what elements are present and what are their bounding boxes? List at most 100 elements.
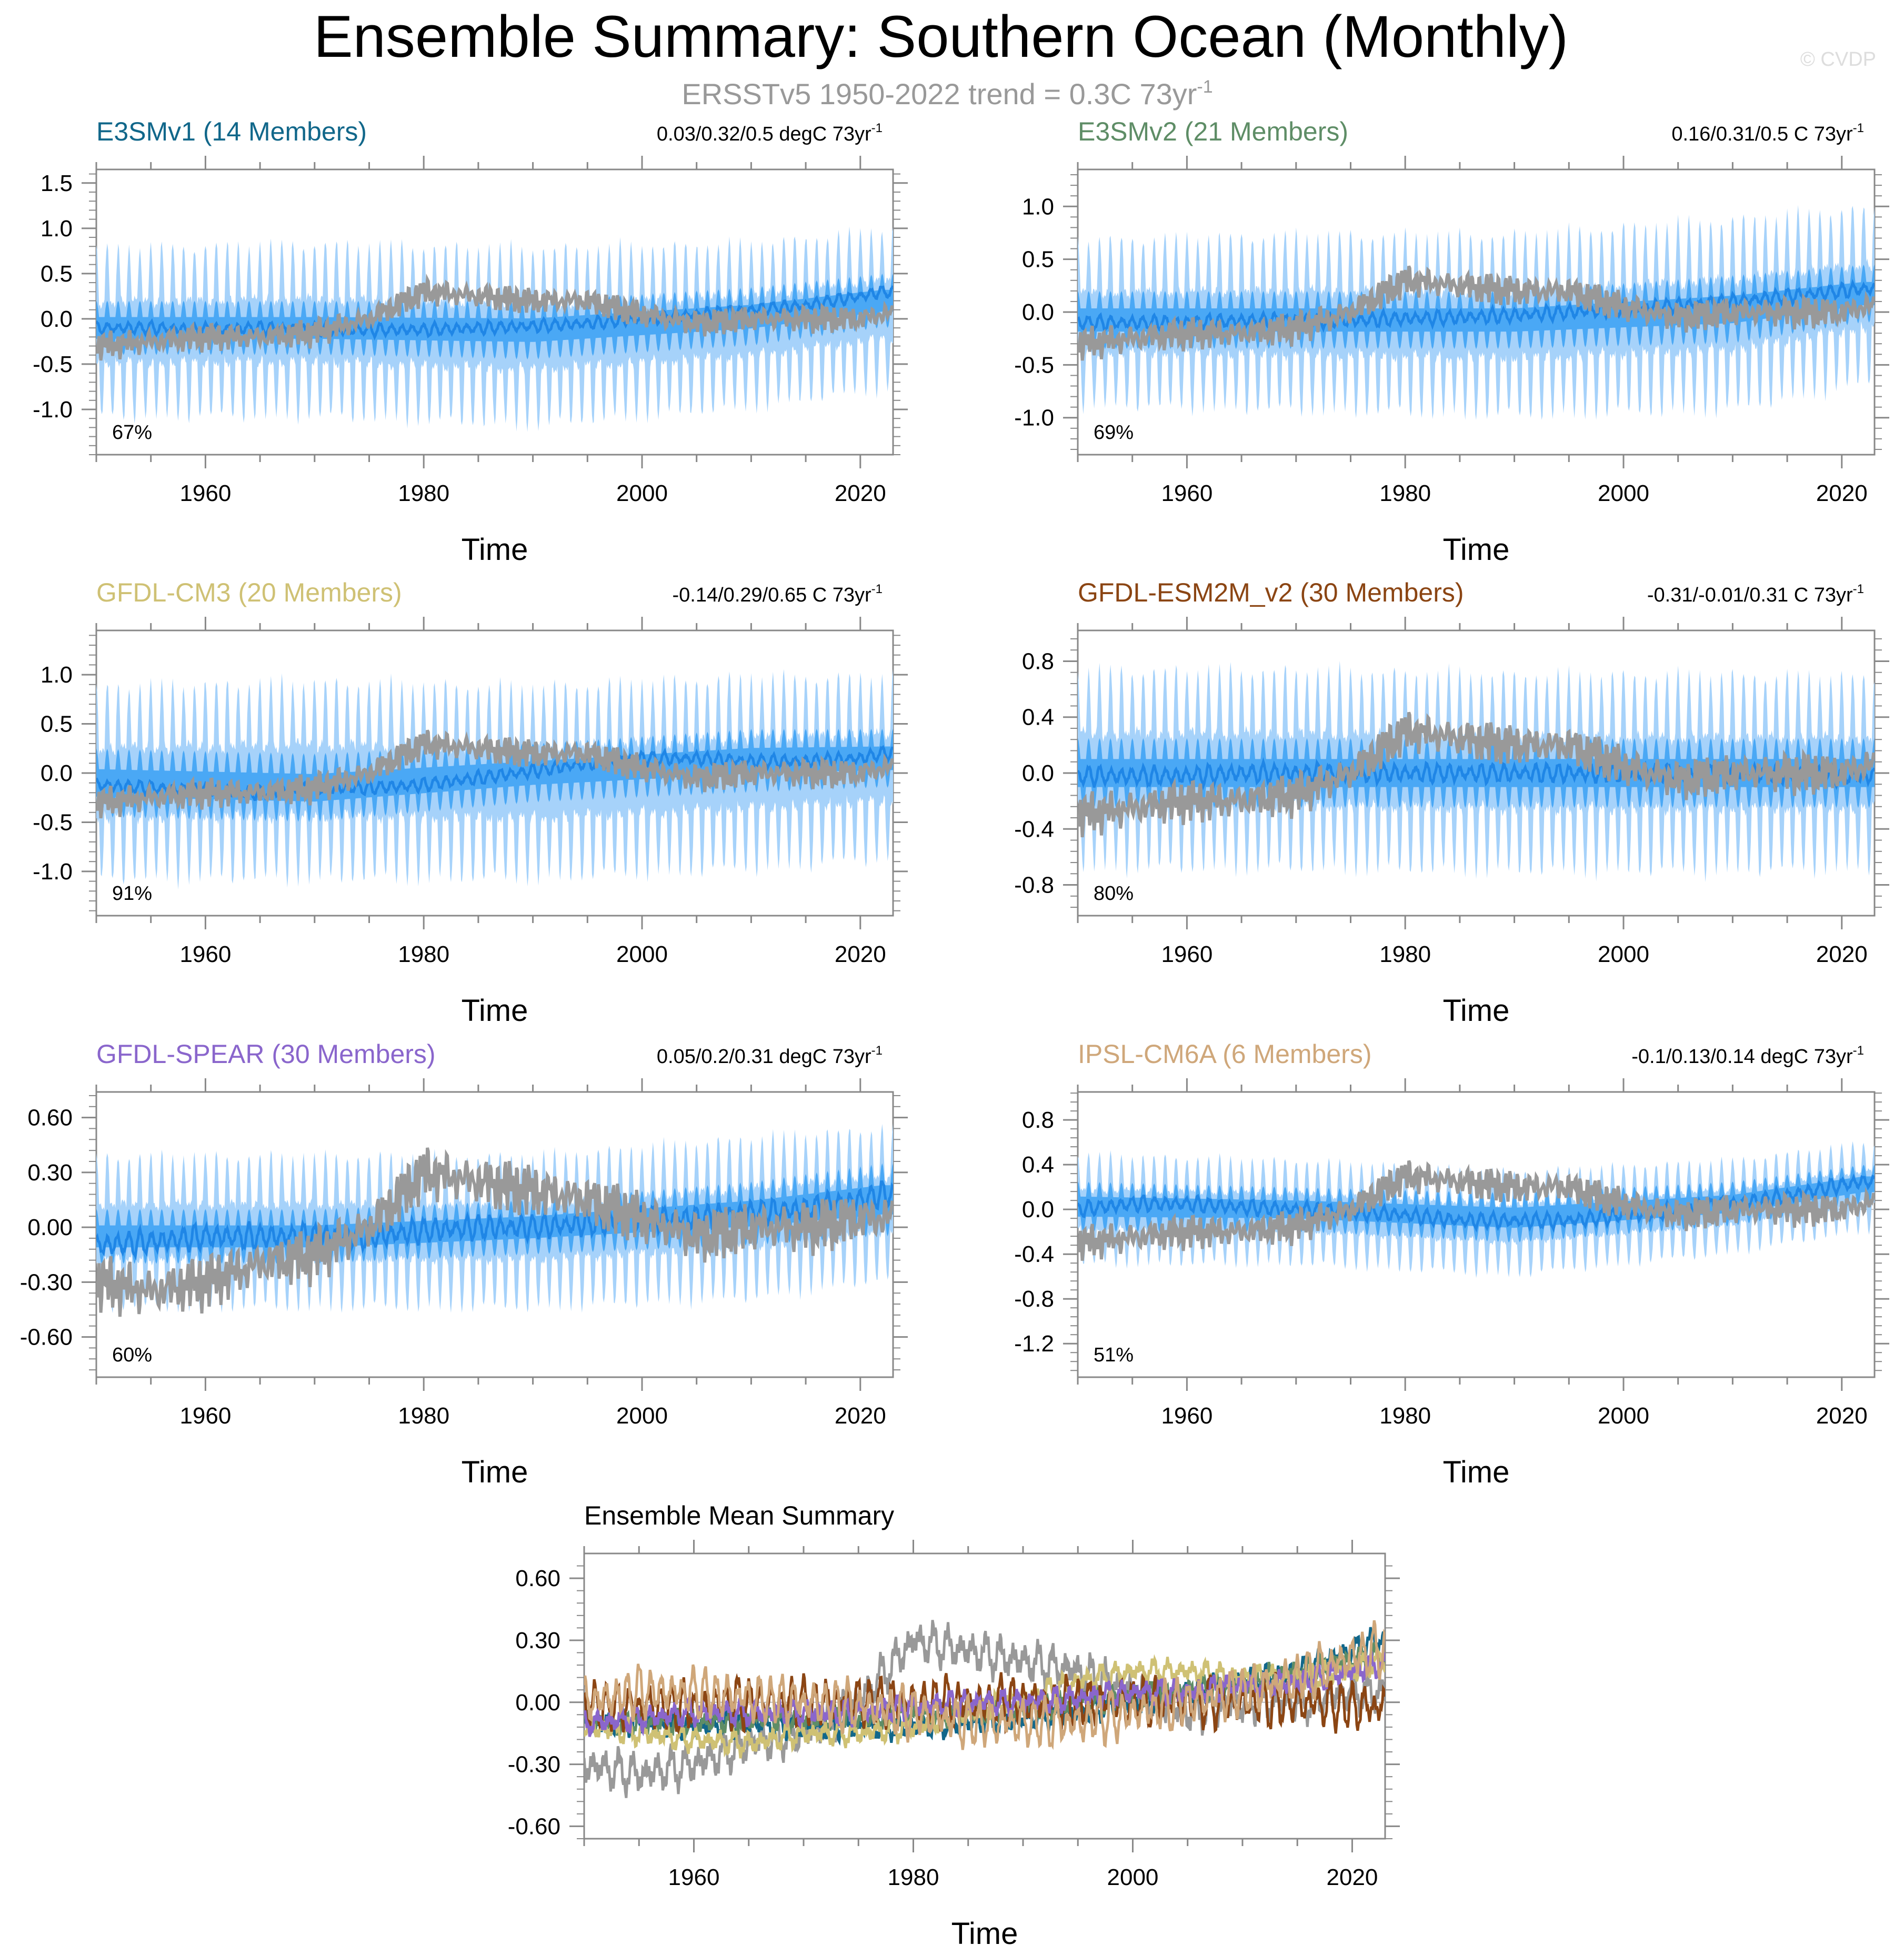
x-axis-label: Time <box>1443 1455 1510 1489</box>
chart-panel-4: 1960 1980 2000 2020 -0.8 -0.4 0.0 0.4 0.8 Time GFD… <box>1014 578 1889 1028</box>
chart-panel-3: 1960 1980 2000 2020 -1.0 -0.5 0.0 0.5 1.0 Time GFD… <box>33 578 908 1028</box>
y-tick-label: -1.2 <box>1014 1331 1054 1357</box>
y-tick-label: 0.4 <box>1022 705 1054 730</box>
watermark: © CVDP <box>1800 48 1876 71</box>
chart-title: GFDL-CM3 (20 Members) <box>96 578 402 607</box>
x-tick-label: 1980 <box>1379 1403 1431 1429</box>
subtitle-text: ERSSTv5 1950-2022 trend = 0.3C 73yr <box>682 77 1197 111</box>
y-tick-label: 0.0 <box>1022 299 1054 325</box>
chart-title: IPSL-CM6A (6 Members) <box>1078 1039 1371 1069</box>
trend-superscript: -1 <box>1853 1044 1864 1058</box>
y-tick-label: 0.8 <box>1022 1107 1054 1133</box>
y-tick-label: 1.0 <box>41 216 73 242</box>
x-tick-label: 1980 <box>888 1864 939 1890</box>
x-tick-label: 1960 <box>1161 480 1212 506</box>
x-tick-label: 1960 <box>179 1403 231 1429</box>
figure-title: Ensemble Summary: Southern Ocean (Monthl… <box>314 4 1568 69</box>
y-tick-label: 0.4 <box>1022 1152 1054 1178</box>
series-line-ersstv5 <box>584 1620 1385 1798</box>
chart-panel-5: 1960 1980 2000 2020 -0.60 -0.30 0.00 0.30 0.60 Ti… <box>20 1039 908 1489</box>
x-tick-label: 1980 <box>1379 480 1431 506</box>
percent-label: 69% <box>1094 422 1134 444</box>
trend-annotation: 0.16/0.31/0.5 C 73yr-1 <box>1671 121 1864 145</box>
y-tick-label: -0.60 <box>20 1325 73 1350</box>
x-tick-label: 2000 <box>1107 1864 1159 1890</box>
percent-label: 67% <box>112 422 152 444</box>
series-line-ensemble-mean <box>96 285 893 341</box>
plot-content <box>584 1620 1385 1798</box>
y-tick-label: -0.8 <box>1014 873 1054 898</box>
series-line-ensemble-mean <box>1078 278 1875 333</box>
y-tick-label: 0.0 <box>41 306 73 332</box>
y-tick-label: 0.5 <box>41 711 73 737</box>
x-tick-label: 2000 <box>616 480 668 506</box>
trend-annotation: 0.05/0.2/0.31 degC 73yr-1 <box>657 1044 883 1068</box>
plot-content <box>96 226 893 432</box>
plot-content <box>1078 205 1875 420</box>
y-tick-label: 0.30 <box>515 1628 560 1653</box>
y-tick-label: 0.60 <box>515 1566 560 1591</box>
x-tick-label: 1960 <box>179 941 231 967</box>
trend-annotation: -0.31/-0.01/0.31 C 73yr-1 <box>1647 582 1864 606</box>
x-tick-label: 2020 <box>1816 941 1868 967</box>
series-line-observations <box>96 729 893 819</box>
trend-superscript: -1 <box>1853 121 1864 135</box>
y-tick-label: -0.30 <box>20 1269 73 1295</box>
trend-annotation: -0.14/0.29/0.65 C 73yr-1 <box>673 582 883 606</box>
chart-title: E3SMv1 (14 Members) <box>96 117 367 146</box>
x-tick-label: 2020 <box>1816 480 1868 506</box>
trend-superscript: -1 <box>1853 582 1864 596</box>
x-tick-label: 1960 <box>668 1864 720 1890</box>
chart-panel-2: 1960 1980 2000 2020 -1.0 -0.5 0.0 0.5 1.0 Time E3S… <box>1014 117 1889 567</box>
x-tick-label: 2020 <box>835 480 886 506</box>
trend-text: 0.03/0.32/0.5 degC 73yr <box>657 123 871 145</box>
trend-text: 0.05/0.2/0.31 degC 73yr <box>657 1046 871 1068</box>
percent-label: 91% <box>112 883 152 905</box>
y-tick-label: 0.0 <box>1022 760 1054 786</box>
series-line-observations <box>96 1147 893 1317</box>
chart-title: GFDL-SPEAR (30 Members) <box>96 1039 436 1069</box>
x-tick-label: 1980 <box>398 1403 449 1429</box>
y-tick-label: 0.30 <box>27 1160 73 1186</box>
trend-superscript: -1 <box>871 1044 883 1058</box>
x-axis-label: Time <box>462 994 528 1028</box>
y-tick-label: -0.5 <box>33 352 73 377</box>
y-tick-label: 0.0 <box>1022 1197 1054 1222</box>
chart-title: E3SMv2 (21 Members) <box>1078 117 1348 146</box>
x-tick-label: 2000 <box>1598 941 1649 967</box>
y-tick-label: -1.0 <box>1014 405 1054 431</box>
series-line-ipsl-cm6a <box>584 1620 1385 1750</box>
y-tick-label: 0.60 <box>27 1105 73 1131</box>
y-tick-label: 0.00 <box>515 1690 560 1716</box>
chart-panel-6: 1960 1980 2000 2020 -1.2 -0.8 -0.4 0.0 0.4 0.8 Tim… <box>1014 1039 1889 1489</box>
series-line-observations <box>1078 265 1875 361</box>
x-axis-label: Time <box>462 533 528 567</box>
trend-annotation: -0.1/0.13/0.14 degC 73yr-1 <box>1631 1044 1864 1068</box>
x-axis-label: Time <box>462 1455 528 1489</box>
x-tick-label: 2020 <box>835 1403 886 1429</box>
y-tick-label: -1.0 <box>33 859 73 885</box>
series-line-observations <box>1078 1160 1875 1261</box>
y-tick-label: -0.4 <box>1014 816 1054 842</box>
trend-text: -0.1/0.13/0.14 degC 73yr <box>1631 1046 1853 1068</box>
x-tick-label: 2000 <box>1598 1403 1649 1429</box>
x-tick-label: 1960 <box>179 480 231 506</box>
x-tick-label: 1980 <box>398 941 449 967</box>
y-tick-label: -0.5 <box>33 809 73 835</box>
y-tick-label: -0.8 <box>1014 1286 1054 1312</box>
x-tick-label: 2020 <box>1327 1864 1378 1890</box>
plot-content <box>96 1123 893 1317</box>
x-tick-label: 1980 <box>1379 941 1431 967</box>
trend-text: 0.16/0.31/0.5 C 73yr <box>1671 123 1853 145</box>
ensemble-inner-range-band <box>1078 738 1875 808</box>
y-tick-label: 0.0 <box>41 760 73 786</box>
chart-panel-1: 1960 1980 2000 2020 -1.0 -0.5 0.0 0.5 1.0 1.5 Time… <box>33 117 908 567</box>
panels-container: 1960 1980 2000 2020 -1.0 -0.5 0.0 0.5 1.0 1.5 Time… <box>20 117 1889 1951</box>
percent-label: 60% <box>112 1344 152 1366</box>
plot-content <box>1078 660 1875 883</box>
x-tick-label: 2000 <box>616 941 668 967</box>
series-line-ensemble-mean <box>1078 1174 1875 1233</box>
trend-text: -0.14/0.29/0.65 C 73yr <box>673 584 871 606</box>
x-tick-label: 1980 <box>398 480 449 506</box>
